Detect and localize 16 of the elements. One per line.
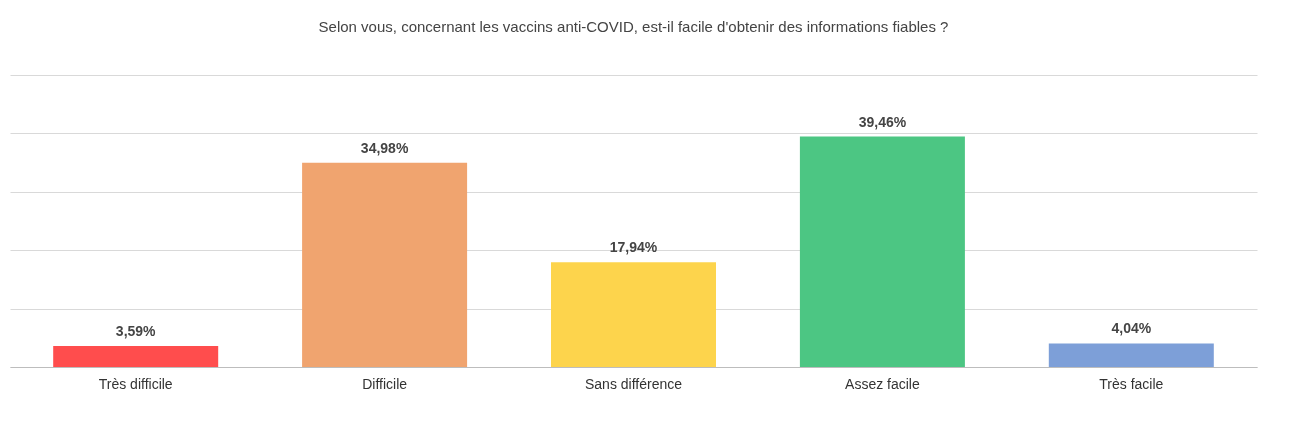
data-label: 17,94% xyxy=(609,239,658,256)
data-label: 4,04% xyxy=(1111,320,1152,337)
x-tick-label: Très difficile xyxy=(98,375,173,392)
data-label: 39,46% xyxy=(858,113,907,130)
chart-title: Selon vous, concernant les vaccins anti-COVID, est-il facile d'obtenir des informations fiables ? xyxy=(318,18,949,35)
x-tick-label: Sans différence xyxy=(584,375,683,392)
data-label: 34,98% xyxy=(360,139,409,156)
bar xyxy=(302,162,468,367)
x-tick-label: Assez facile xyxy=(845,375,920,392)
bar xyxy=(551,262,716,367)
bar xyxy=(799,136,965,367)
bar xyxy=(53,346,219,367)
x-tick-label: Très facile xyxy=(1099,375,1164,392)
bar xyxy=(1048,343,1214,367)
data-label: 3,59% xyxy=(115,323,157,340)
x-tick-label: Difficile xyxy=(362,375,408,392)
